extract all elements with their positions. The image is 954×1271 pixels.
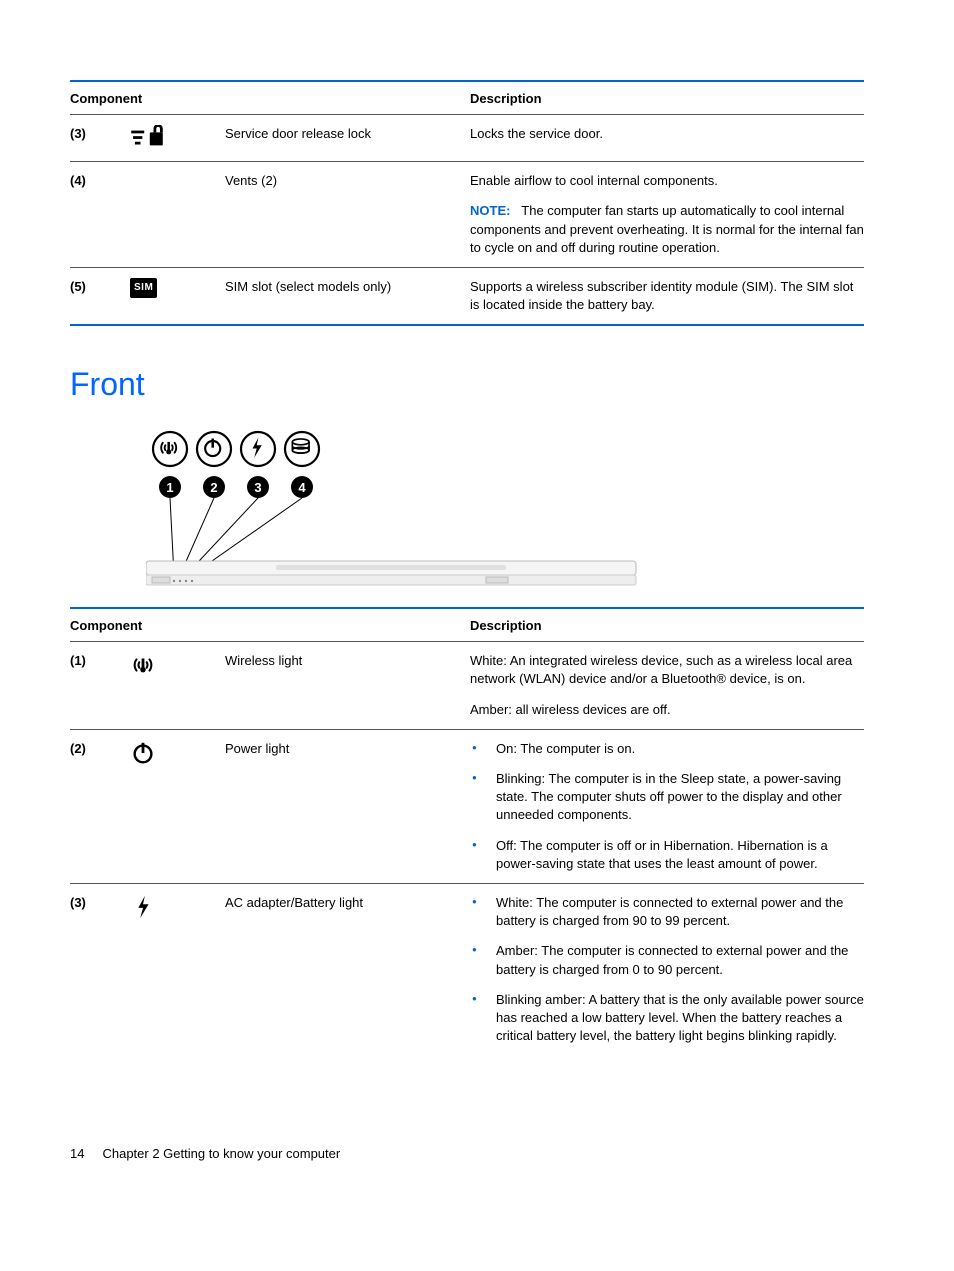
bullet-item: Amber: The computer is connected to exte… <box>470 942 864 978</box>
row-desc: Enable airflow to cool internal componen… <box>470 172 864 257</box>
row-name: SIM slot (select models only) <box>225 278 470 296</box>
lock-icon <box>130 125 164 151</box>
row-number: (3) <box>70 894 120 912</box>
row-icon-cell <box>120 894 225 920</box>
desc-note: NOTE: The computer fan starts up automat… <box>470 202 864 257</box>
row-name: Vents (2) <box>225 172 470 190</box>
page-number: 14 <box>70 1145 84 1163</box>
row-desc: On: The computer is on. Blinking: The com… <box>470 740 864 873</box>
section-heading-front: Front <box>70 362 864 407</box>
table-row: (4) Vents (2) Enable airflow to cool int… <box>70 162 864 267</box>
desc-text: Enable airflow to cool internal componen… <box>470 172 864 190</box>
bullet-item: Off: The computer is off or in Hibernati… <box>470 837 864 873</box>
desc-bullets: On: The computer is on. Blinking: The com… <box>470 740 864 873</box>
page-footer: 14 Chapter 2 Getting to know your comput… <box>70 1145 864 1163</box>
chapter-label: Chapter 2 Getting to know your computer <box>102 1145 340 1163</box>
svg-text:1: 1 <box>166 480 173 495</box>
wireless-icon <box>157 436 180 459</box>
row-icon-cell <box>120 652 225 678</box>
row-icon-cell <box>120 740 225 766</box>
bullet-item: White: The computer is connected to exte… <box>470 894 864 930</box>
bullet-item: Blinking: The computer is in the Sleep s… <box>470 770 864 825</box>
row-name: AC adapter/Battery light <box>225 894 470 912</box>
row-number: (4) <box>70 172 120 190</box>
row-number: (3) <box>70 125 120 143</box>
table-row: (5) SIM SIM slot (select models only) Su… <box>70 268 864 324</box>
svg-text:2: 2 <box>210 480 217 495</box>
header-description: Description <box>470 90 864 108</box>
header-description-2: Description <box>470 617 864 635</box>
desc-text: Supports a wireless subscriber identity … <box>470 278 864 314</box>
svg-text:3: 3 <box>254 480 261 495</box>
header-component: Component <box>70 90 470 108</box>
svg-text:4: 4 <box>298 480 306 495</box>
bullet-item: On: The computer is on. <box>470 740 864 758</box>
row-desc: Supports a wireless subscriber identity … <box>470 278 864 314</box>
table-row: (3) Service door release lock Locks the … <box>70 115 864 161</box>
row-number: (5) <box>70 278 120 296</box>
desc-text: White: An integrated wireless device, su… <box>470 652 864 688</box>
bolt-icon <box>130 894 156 920</box>
table-row: (3) AC adapter/Battery light White: The … <box>70 884 864 1055</box>
front-diagram: 1 2 3 4 <box>146 429 864 589</box>
drive-icon <box>289 436 312 459</box>
sim-icon: SIM <box>130 278 157 298</box>
power-icon <box>130 740 156 766</box>
bolt-icon <box>245 436 268 459</box>
table-row: (2) Power light On: The computer is on. B… <box>70 730 864 883</box>
bullet-item: Blinking amber: A battery that is the on… <box>470 991 864 1046</box>
wireless-icon <box>130 652 156 678</box>
desc-bullets: White: The computer is connected to exte… <box>470 894 864 1045</box>
power-icon <box>201 436 224 459</box>
component-table-2: Component Description (1) Wireless light… <box>70 607 864 1055</box>
row-name: Service door release lock <box>225 125 470 143</box>
desc-text: Amber: all wireless devices are off. <box>470 701 864 719</box>
row-name: Wireless light <box>225 652 470 670</box>
row-icon-cell <box>120 125 225 151</box>
row-desc: White: The computer is connected to exte… <box>470 894 864 1045</box>
row-icon-cell: SIM <box>120 278 225 298</box>
component-table-1: Component Description (3) Service door r… <box>70 80 864 326</box>
row-number: (2) <box>70 740 120 758</box>
row-number: (1) <box>70 652 120 670</box>
header-component-2: Component <box>70 617 470 635</box>
table-row: (1) Wireless light White: An integrated … <box>70 642 864 729</box>
row-desc: White: An integrated wireless device, su… <box>470 652 864 719</box>
row-desc: Locks the service door. <box>470 125 864 143</box>
desc-text: Locks the service door. <box>470 125 864 143</box>
row-name: Power light <box>225 740 470 758</box>
